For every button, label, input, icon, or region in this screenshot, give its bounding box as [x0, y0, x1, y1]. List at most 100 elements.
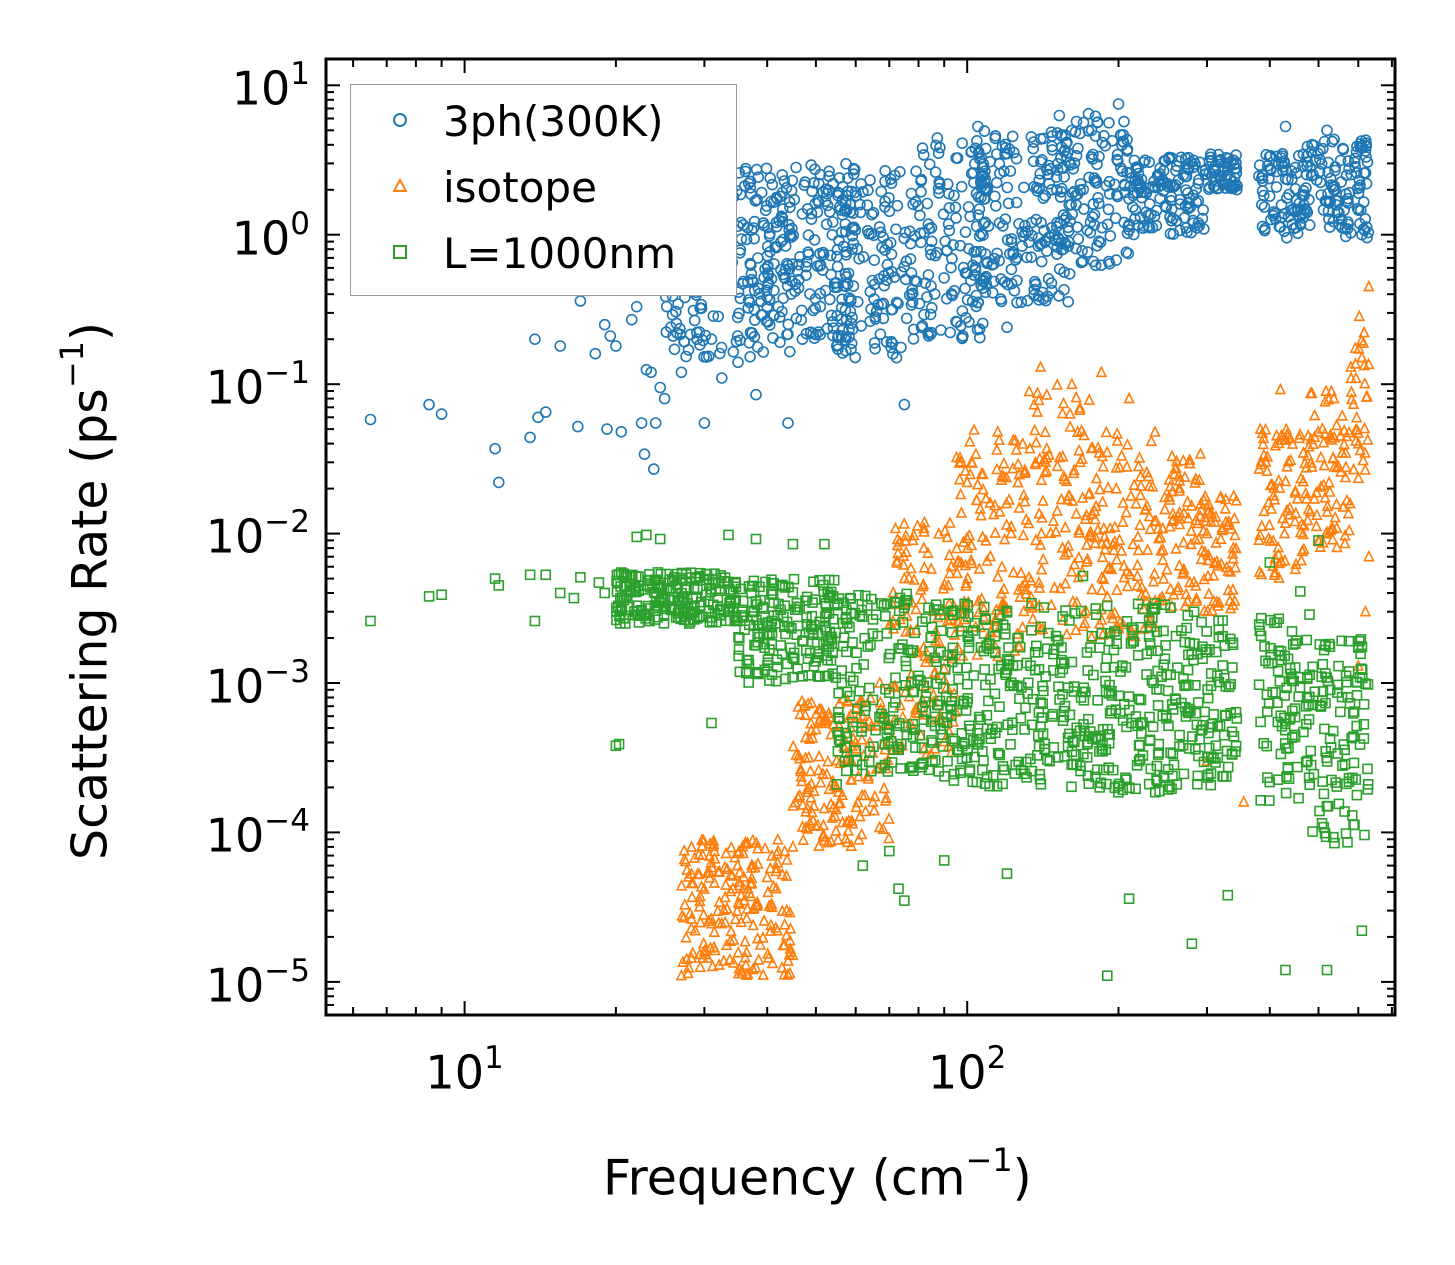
series-boundary-point-1211 [1360, 678, 1371, 690]
series-isotope-point-669 [1033, 393, 1045, 406]
series-isotope-point-817 [1096, 449, 1109, 462]
series-boundary-point-627 [978, 628, 990, 639]
series-boundary-point-338 [810, 594, 821, 605]
series-boundary-point-1095 [1211, 670, 1223, 681]
series-boundary-point-633 [1038, 602, 1050, 613]
series-isotope-point-992 [1215, 532, 1227, 545]
series-3ph-point-344 [831, 260, 844, 273]
series-isotope-point-59 [757, 968, 769, 980]
series-isotope-point-895 [1152, 531, 1165, 544]
series-isotope-point-887 [1170, 461, 1182, 473]
series-isotope-point-661 [1020, 582, 1032, 595]
series-3ph-point-1110 [1137, 156, 1150, 169]
series-isotope-point-537 [951, 566, 963, 579]
series-boundary-point-560 [1015, 712, 1027, 724]
series-3ph-point-104 [737, 275, 750, 288]
series-boundary-point-1099 [1191, 719, 1203, 731]
series-boundary-point-343 [747, 611, 759, 622]
series-isotope-point-194 [703, 871, 716, 883]
series-isotope-point-1157 [1319, 395, 1331, 407]
series-boundary-point-1051 [1201, 626, 1212, 637]
series-isotope-point-84 [715, 916, 728, 929]
series-isotope-point-808 [1092, 441, 1104, 453]
series-isotope-point-137 [745, 889, 757, 902]
series-3ph-point-59 [760, 162, 773, 175]
series-isotope-point-568 [954, 487, 967, 500]
series-boundary-point-934 [1103, 737, 1115, 749]
series-boundary-point-667 [1047, 711, 1058, 722]
series-isotope-point-900 [1172, 469, 1185, 481]
series-isotope-point-907 [1182, 511, 1195, 524]
series-isotope-point-54 [780, 928, 793, 941]
series-boundary-point-1049 [1170, 694, 1182, 706]
series-3ph-point-1215 [1281, 232, 1293, 244]
series-boundary-point-565 [1048, 742, 1060, 753]
series-boundary-point-1111 [1227, 637, 1239, 649]
series-boundary-point-356 [806, 610, 818, 622]
series-boundary-point-604 [968, 670, 980, 681]
series-3ph-point-508 [904, 253, 917, 265]
series-boundary-point-811 [1133, 693, 1145, 705]
series-isotope-point-730 [1075, 423, 1088, 436]
series-isotope-point-709 [1076, 452, 1088, 464]
series-isotope-point-189 [708, 925, 721, 938]
series-boundary-point-606 [1020, 702, 1031, 714]
series-isotope-point-993 [1212, 559, 1224, 571]
series-3ph-point-621 [915, 186, 927, 198]
series-boundary-point-1152 [1289, 703, 1301, 714]
series-isotope-point-173 [757, 931, 769, 943]
x-tick-label: 101 [425, 1040, 504, 1100]
series-boundary-point-932 [1083, 713, 1094, 725]
series-isotope-point-1135 [1343, 523, 1355, 536]
series-3ph-point-1367 [423, 398, 435, 411]
series-isotope-point-521 [970, 447, 982, 460]
series-isotope-point-61 [719, 890, 731, 903]
series-3ph-point-1394 [667, 330, 679, 342]
series-3ph-point-875 [1076, 255, 1089, 268]
series-boundary-point-371 [797, 635, 809, 646]
series-3ph-point-1365 [1333, 206, 1345, 219]
series-boundary-point-1317 [529, 615, 541, 627]
series-isotope-point-859 [1161, 562, 1173, 575]
series-isotope-point-1214 [1363, 549, 1375, 562]
series-3ph-point-694 [974, 176, 987, 189]
series-3ph-point-1065 [1169, 179, 1182, 191]
series-isotope-point-901 [1181, 495, 1194, 507]
series-3ph-point-378 [802, 229, 815, 241]
series-isotope-point-550 [981, 554, 993, 566]
series-boundary-point-1216 [1348, 708, 1359, 719]
series-3ph-point-515 [904, 237, 917, 250]
series-isotope-point-1151 [1341, 493, 1353, 506]
series-boundary-point-1194 [1287, 639, 1299, 650]
series-isotope-point-295 [867, 795, 879, 807]
series-isotope-point-909 [1201, 526, 1213, 539]
series-3ph-point-1241 [1297, 185, 1310, 197]
series-isotope-point-990 [1224, 601, 1237, 614]
series-isotope-point-193 [776, 867, 789, 880]
series-3ph-point-814 [1011, 274, 1023, 287]
series-isotope-point-841 [1108, 543, 1120, 556]
series-boundary-point-933 [1100, 744, 1112, 756]
series-isotope-point-1038 [1269, 565, 1281, 578]
series-isotope-point-657 [1074, 403, 1086, 416]
series-3ph-point-359 [804, 288, 816, 300]
series-isotope-point-507 [988, 638, 1001, 651]
series-boundary-point-534 [900, 655, 912, 667]
series-isotope-point-691 [1037, 494, 1049, 506]
series-isotope-point-886 [1155, 544, 1167, 556]
series-isotope-point-156 [678, 852, 691, 865]
series-isotope-point-43 [694, 889, 706, 902]
series-3ph-point-958 [1071, 221, 1083, 233]
series-isotope-point-936 [1190, 513, 1202, 526]
series-3ph-point-956 [1082, 107, 1095, 120]
series-3ph-point-983 [1171, 160, 1183, 172]
series-boundary-point-547 [994, 609, 1006, 620]
series-boundary-point-388 [800, 595, 811, 607]
series-boundary-point-175 [626, 569, 638, 581]
series-boundary-point-927 [1165, 747, 1176, 759]
series-3ph-point-1164 [1210, 175, 1223, 187]
series-boundary-point-1002 [1066, 759, 1077, 771]
series-boundary-point-1285 [1351, 720, 1362, 732]
series-3ph-point-1370 [492, 476, 505, 489]
series-boundary-point-490 [841, 646, 852, 658]
